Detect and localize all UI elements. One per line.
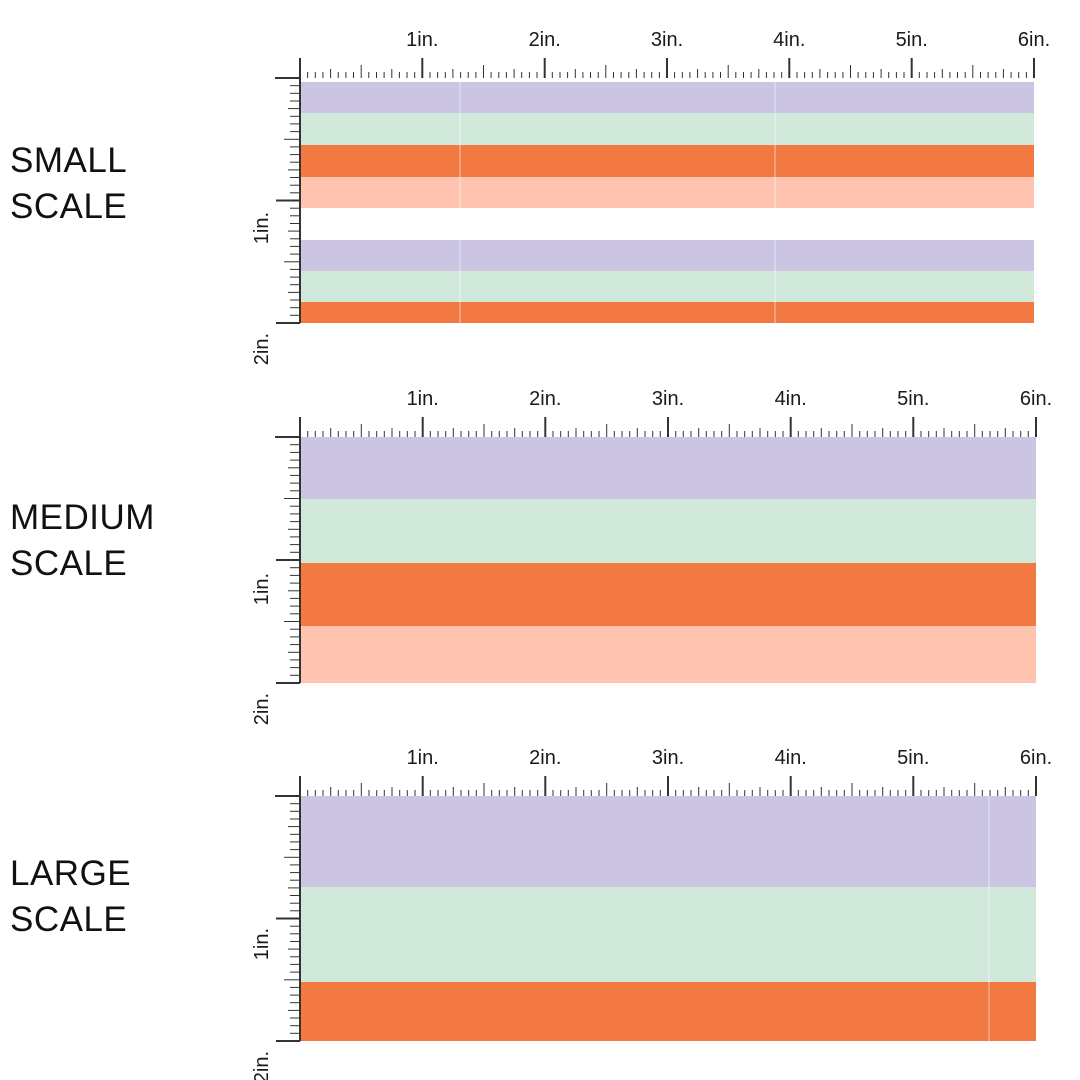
small-scale-ruler-swatch: 1in. 2in. 3in. 4in. 5in. 6in. 1in. 2in.	[251, 29, 1050, 365]
scale-title-line1: SMALL	[10, 141, 128, 180]
medium-scale-title: MEDIUM SCALE	[10, 495, 155, 587]
large-scale-title: LARGE SCALE	[10, 851, 131, 943]
large-scale-ruler-swatch: 1in. 2in. 3in. 4in. 5in. 6in. 1in. 2in.	[251, 747, 1052, 1080]
stripe-orange	[301, 302, 1034, 323]
ruler-label: 2in.	[529, 747, 561, 769]
medium-scale-section: MEDIUM SCALE 1in. 2in. 3in. 4in. 5in. 6in. 1in…	[0, 358, 1080, 725]
vertical-ruler-label: 2in.	[251, 333, 273, 365]
ruler-label: 5in.	[897, 388, 929, 410]
ruler-label: 2in.	[529, 29, 561, 51]
ruler-label: 6in.	[1018, 29, 1050, 51]
stripe-lavender	[301, 240, 1034, 271]
ruler-label: 3in.	[652, 388, 684, 410]
stripe-mint	[301, 887, 1036, 982]
stripe-peach	[301, 177, 1034, 208]
ruler-label: 4in.	[775, 388, 807, 410]
medium-scale-ruler-swatch: 1in. 2in. 3in. 4in. 5in. 6in. 1in. 2in.	[251, 388, 1052, 725]
scale-title-line2: SCALE	[10, 544, 128, 583]
vertical-ruler-label: 1in.	[251, 928, 273, 960]
vertical-ruler-label: 1in.	[251, 573, 273, 605]
stripe-orange	[301, 563, 1036, 626]
ruler-label: 1in.	[407, 747, 439, 769]
ruler-label: 4in.	[775, 747, 807, 769]
stripe-mint	[301, 499, 1036, 563]
scale-title-line1: LARGE	[10, 854, 132, 893]
scale-title-line2: SCALE	[10, 900, 128, 939]
stripe-lavender	[301, 82, 1034, 113]
vertical-ruler-label: 2in.	[251, 693, 273, 725]
small-scale-section: SMALL SCALE 1in. 2in. 3in. 4in. 5in. 6in. 1in.…	[0, 0, 1080, 365]
vertical-ruler-label: 2in.	[251, 1051, 273, 1080]
ruler-label: 5in.	[896, 29, 928, 51]
large-scale-section: LARGE SCALE 1in. 2in. 3in. 4in. 5in. 6in. 1in.…	[0, 717, 1080, 1080]
scale-title-line1: MEDIUM	[10, 498, 155, 537]
stripe-mint	[301, 271, 1034, 302]
ruler-label: 3in.	[652, 747, 684, 769]
stripe-lavender	[301, 796, 1036, 887]
vertical-ruler-label: 1in.	[251, 212, 273, 244]
scale-title-line2: SCALE	[10, 187, 128, 226]
ruler-label: 1in.	[407, 388, 439, 410]
stripe-peach	[301, 626, 1036, 683]
stripe-orange	[301, 145, 1034, 177]
ruler-label: 6in.	[1020, 388, 1052, 410]
ruler-label: 4in.	[773, 29, 805, 51]
ruler-label: 5in.	[897, 747, 929, 769]
ruler-label: 3in.	[651, 29, 683, 51]
stripe-orange	[301, 982, 1036, 1041]
small-scale-title: SMALL SCALE	[10, 138, 127, 230]
ruler-label: 2in.	[529, 388, 561, 410]
ruler-label: 6in.	[1020, 747, 1052, 769]
stripe-white	[301, 208, 1034, 240]
ruler-label: 1in.	[406, 29, 438, 51]
stripe-lavender	[301, 437, 1036, 499]
stripe-mint	[301, 113, 1034, 145]
